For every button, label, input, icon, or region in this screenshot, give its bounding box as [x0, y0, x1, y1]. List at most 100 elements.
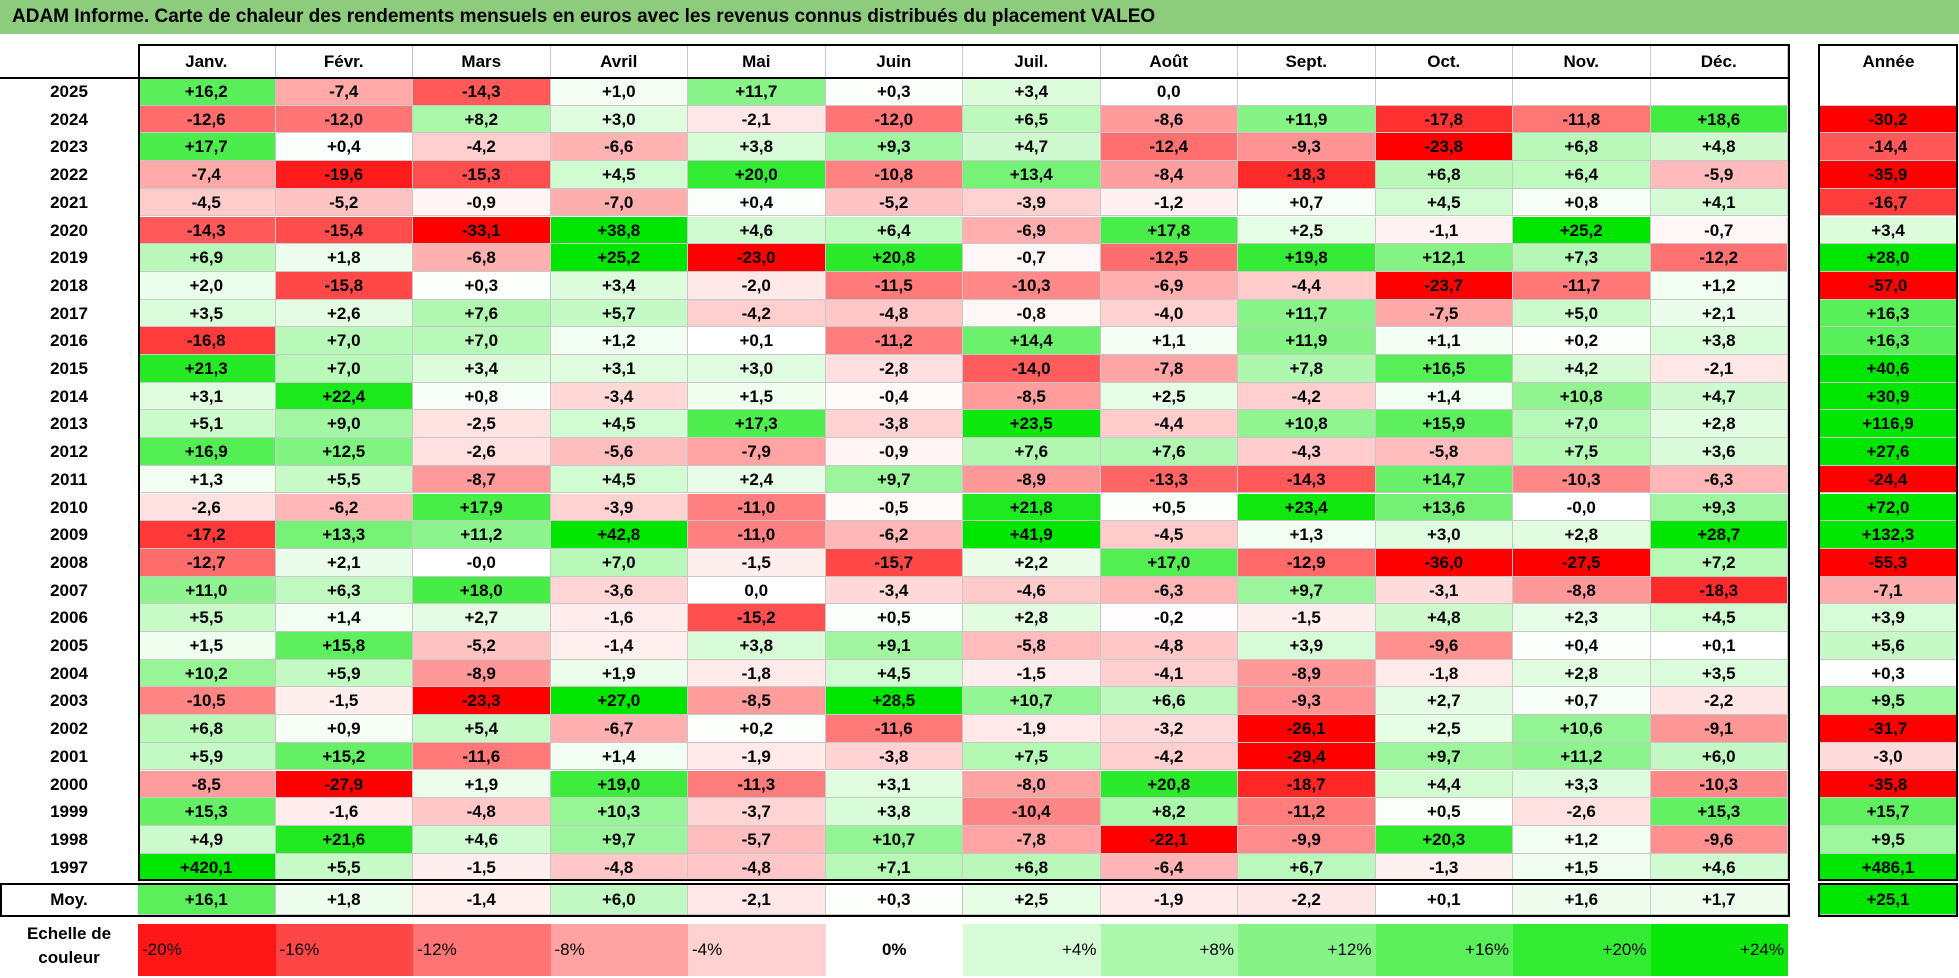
- heatmap-cell: -0,7: [1650, 216, 1788, 245]
- annual-cell: +0,3: [1819, 659, 1958, 688]
- heatmap-cell: +2,0: [138, 271, 276, 300]
- scale-step: -20%: [138, 924, 276, 976]
- heatmap-cell: -6,4: [1100, 853, 1238, 882]
- heatmap-cell: +7,3: [1513, 244, 1651, 272]
- heatmap-cell: -23,8: [1375, 133, 1513, 162]
- scale-step: -8%: [550, 924, 688, 976]
- heatmap-cell: +4,5: [550, 465, 688, 494]
- heatmap-cell: -18,3: [1238, 161, 1376, 189]
- heatmap-cell: +4,8: [1650, 133, 1788, 162]
- heatmap-cell: +0,7: [1238, 188, 1376, 217]
- heatmap-cell: +1,1: [1375, 327, 1513, 355]
- heatmap-cell: +4,8: [1375, 604, 1513, 632]
- heatmap-cell: +2,6: [275, 299, 413, 328]
- heatmap-cell: -4,2: [413, 133, 551, 162]
- heatmap-cell: -15,4: [275, 216, 413, 245]
- heatmap-cell: -2,5: [413, 410, 551, 439]
- heatmap-cell: -3,8: [825, 742, 963, 771]
- average-annual-cell: +25,1: [1819, 885, 1958, 916]
- annual-cell: +5,6: [1819, 632, 1958, 660]
- year-label: 2014: [50, 386, 88, 406]
- heatmap-cell: -12,0: [825, 105, 963, 134]
- heatmap-cell: -0,0: [1513, 493, 1651, 522]
- heatmap-cell: +1,2: [550, 327, 688, 355]
- annual-cell: -7,1: [1819, 576, 1958, 605]
- heatmap-cell: +1,5: [1513, 853, 1651, 882]
- heatmap-cell: +7,1: [825, 853, 963, 882]
- month-header: Sept.: [1238, 46, 1376, 78]
- year-label: 2010: [50, 497, 88, 517]
- heatmap-cell: +7,5: [1513, 438, 1651, 466]
- heatmap-cell: +2,7: [413, 604, 551, 632]
- heatmap-cell: +4,7: [963, 133, 1101, 162]
- year-label: 2022: [50, 165, 88, 185]
- heatmap-cell: -4,1: [1100, 659, 1238, 688]
- scale-step: +20%: [1513, 924, 1651, 976]
- annual-header: Année: [1819, 46, 1958, 78]
- heatmap-cell: +0,3: [413, 271, 551, 300]
- heatmap-cell: -6,3: [1650, 465, 1788, 494]
- heatmap-cell: +5,9: [275, 659, 413, 688]
- year-label: 2011: [50, 469, 88, 489]
- heatmap-cell: -11,3: [688, 770, 826, 799]
- scale-step: +8%: [1100, 924, 1238, 976]
- average-label: Moy.: [50, 890, 88, 910]
- heatmap-cell: +1,0: [550, 78, 688, 106]
- month-header: Déc.: [1650, 46, 1788, 78]
- heatmap-cell: +3,1: [825, 770, 963, 799]
- heatmap-cell: -2,8: [825, 355, 963, 383]
- heatmap-cell: +1,3: [138, 465, 276, 494]
- heatmap-cell: +4,5: [1650, 604, 1788, 632]
- heatmap-cell: -5,7: [688, 825, 826, 854]
- heatmap-cell: +0,3: [825, 78, 963, 106]
- average-cell: +2,5: [963, 885, 1101, 916]
- heatmap-cell: +12,5: [275, 438, 413, 466]
- heatmap-cell: +5,7: [550, 299, 688, 328]
- heatmap-cell: -4,8: [825, 299, 963, 328]
- heatmap-cell: +0,4: [275, 133, 413, 162]
- heatmap-cell: -7,5: [1375, 299, 1513, 328]
- year-label: 2021: [50, 192, 88, 212]
- heatmap-cell: +15,3: [138, 798, 276, 826]
- year-label: 2024: [50, 109, 88, 129]
- heatmap-cell: +3,8: [688, 632, 826, 660]
- year-label: 2000: [50, 774, 88, 794]
- heatmap-cell: +5,9: [138, 742, 276, 771]
- heatmap-cell: +0,5: [1100, 493, 1238, 522]
- heatmap-cell: -1,9: [963, 715, 1101, 743]
- heatmap-cell: +4,7: [1650, 382, 1788, 411]
- heatmap-cell: -9,3: [1238, 133, 1376, 162]
- heatmap-cell: -11,6: [825, 715, 963, 743]
- heatmap-cell: -1,9: [688, 742, 826, 771]
- heatmap-cell: +4,5: [550, 410, 688, 439]
- year-label: 2002: [50, 719, 88, 739]
- heatmap-cell: +10,8: [1513, 382, 1651, 411]
- heatmap-cell: -5,2: [275, 188, 413, 217]
- heatmap-cell: +3,1: [550, 355, 688, 383]
- heatmap-cell: -1,4: [550, 632, 688, 660]
- heatmap-cell: +6,7: [1238, 853, 1376, 882]
- heatmap-cell: -1,5: [413, 853, 551, 882]
- heatmap-cell: -1,2: [1100, 188, 1238, 217]
- heatmap-cell: 0,0: [688, 576, 826, 605]
- heatmap-cell: +4,6: [688, 216, 826, 245]
- heatmap-cell: -1,8: [688, 659, 826, 688]
- heatmap-cell: -0,4: [825, 382, 963, 411]
- heatmap-cell: +6,8: [963, 853, 1101, 882]
- heatmap-cell: +20,8: [825, 244, 963, 272]
- heatmap-cell: -11,7: [1513, 271, 1651, 300]
- heatmap-cell: +3,0: [550, 105, 688, 134]
- average-cell: +1,6: [1513, 885, 1651, 916]
- heatmap-cell: -3,4: [550, 382, 688, 411]
- heatmap-cell: +11,7: [1238, 299, 1376, 328]
- heatmap-cell: +13,3: [275, 521, 413, 549]
- heatmap-cell: -15,2: [688, 604, 826, 632]
- heatmap-cell: +7,5: [963, 742, 1101, 771]
- heatmap-cell: -9,1: [1650, 715, 1788, 743]
- heatmap-cell: +2,2: [963, 548, 1101, 577]
- heatmap-cell: +10,3: [550, 798, 688, 826]
- year-label: 1998: [50, 829, 88, 849]
- average-cell: -1,4: [413, 885, 551, 916]
- heatmap-cell: +38,8: [550, 216, 688, 245]
- heatmap-cell: -8,9: [1238, 659, 1376, 688]
